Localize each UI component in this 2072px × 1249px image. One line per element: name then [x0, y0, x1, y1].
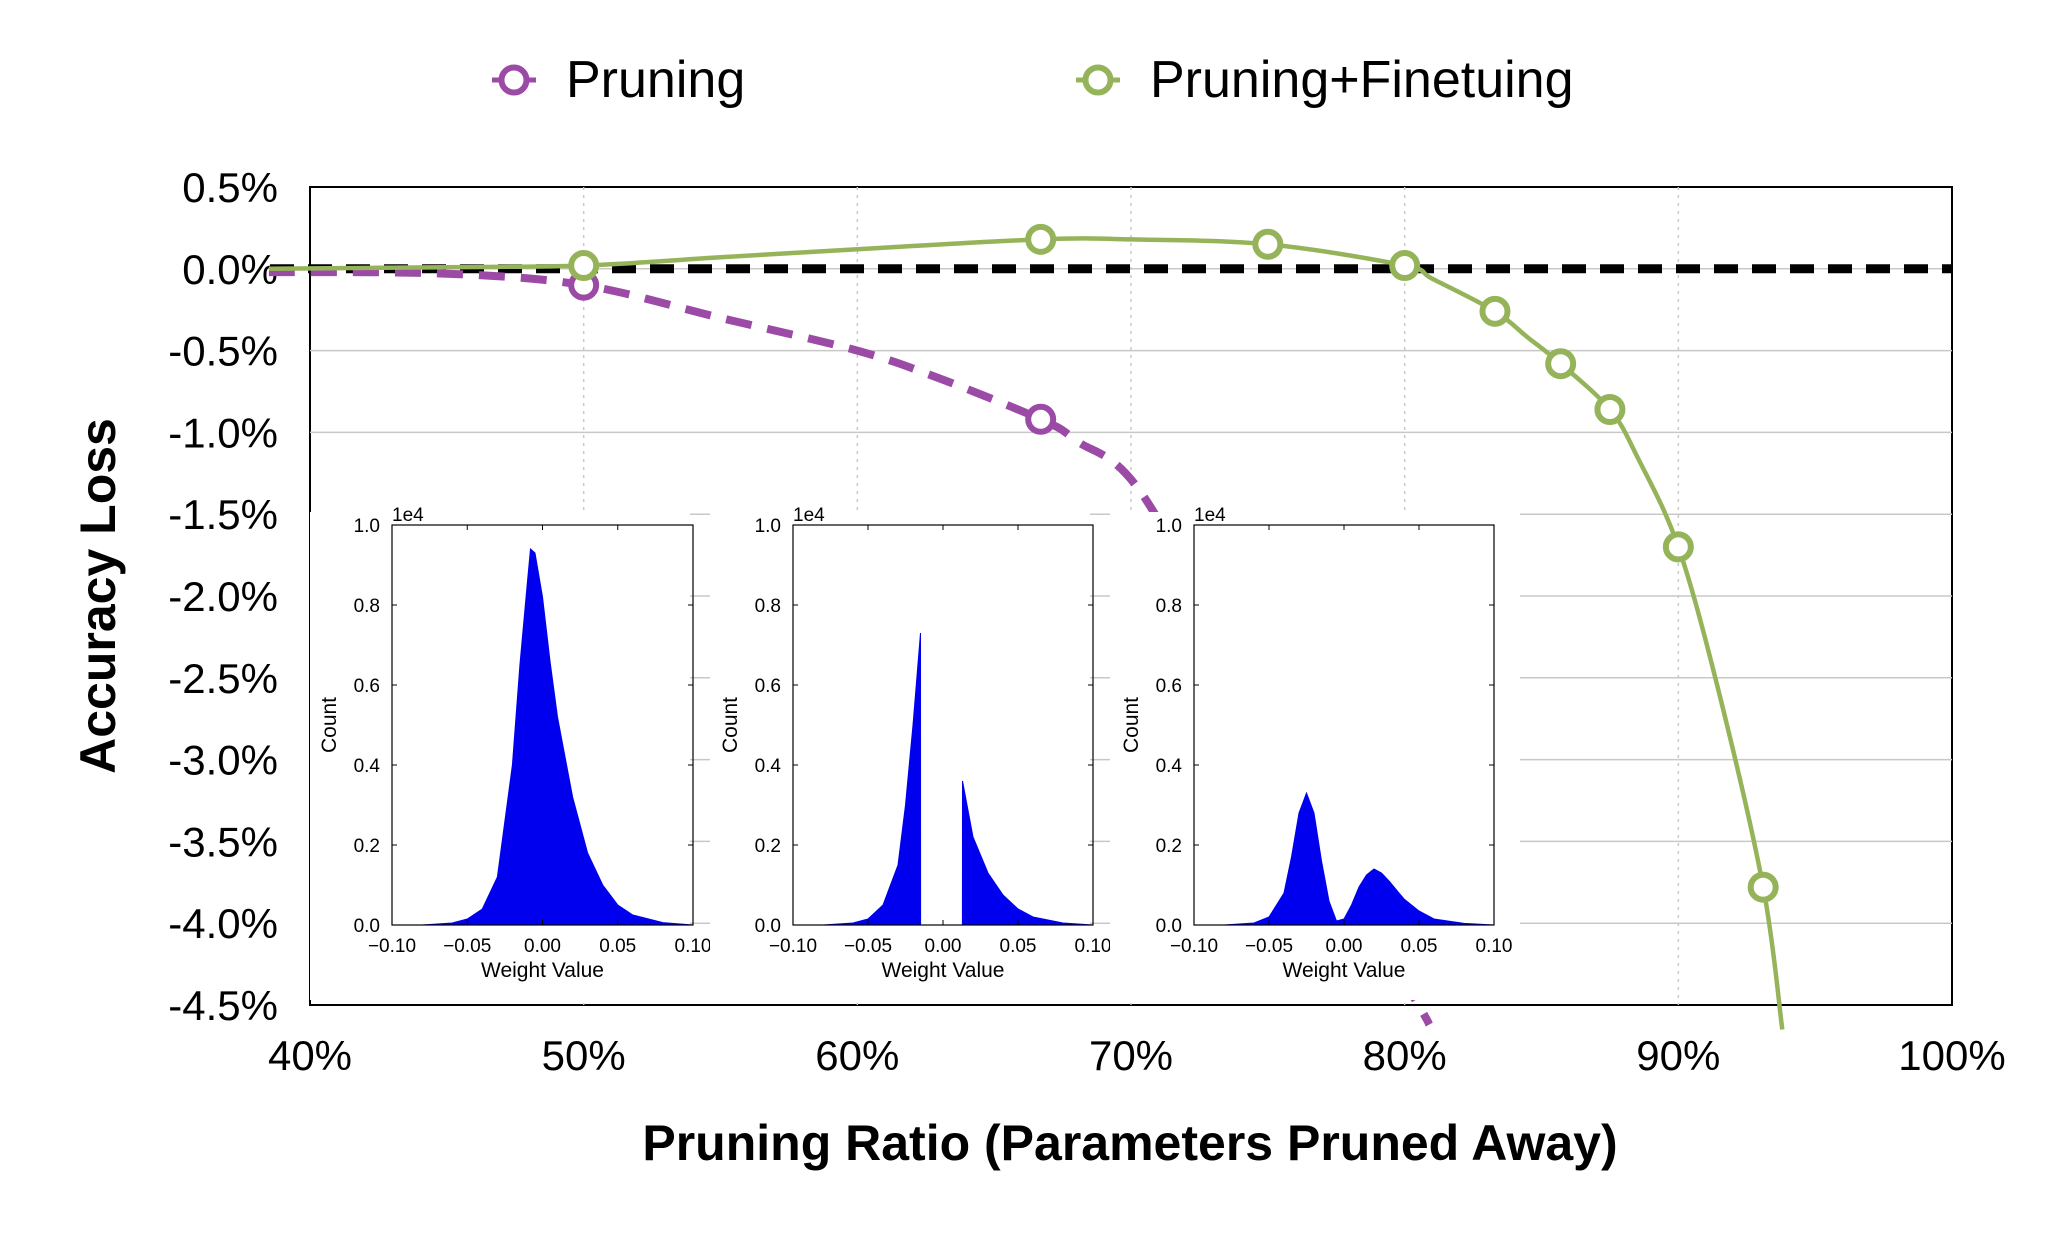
inset-x-tick-label: 0.00	[524, 936, 561, 957]
inset-x-axis-label: Weight Value	[481, 959, 604, 982]
inset-x-tick-label: 0.05	[599, 936, 636, 957]
inset-x-tick-label: −0.05	[443, 936, 491, 957]
data-point-pruning	[1025, 403, 1057, 435]
x-tick-label: 90%	[1636, 1032, 1720, 1079]
inset-y-tick-label: 0.6	[755, 676, 781, 697]
inset-exponent-label: 1e4	[1194, 505, 1226, 526]
inset-y-tick-label: 0.4	[1156, 756, 1183, 777]
inset-x-tick-label: 0.10	[1476, 936, 1513, 957]
x-tick-label: 100%	[1898, 1032, 2005, 1079]
inset-y-tick-label: 0.4	[755, 756, 782, 777]
inset-y-tick-label: 0.4	[354, 756, 381, 777]
inset-y-tick-label: 1.0	[354, 516, 380, 537]
legend-marker	[498, 64, 530, 96]
data-point-pruning-finetuning	[1594, 393, 1626, 425]
inset-y-tick-label: 1.0	[755, 516, 781, 537]
data-point-pruning-finetuning	[1252, 228, 1284, 260]
legend-item-pruning-finetuning: Pruning+Finetuing	[1076, 51, 1574, 109]
inset-y-axis-label: Count	[719, 697, 742, 753]
x-tick-label: 40%	[268, 1032, 352, 1079]
data-point-pruning-finetuning	[568, 250, 600, 282]
x-tick-labels: 40% 50% 60% 70% 80% 90% 100%	[268, 1032, 2006, 1079]
inset-histogram-1: −0.10 −0.05 0.00 0.05 0.10 0.0 0.2 0.4 0.6 0.8 1.0…	[310, 505, 711, 1000]
x-tick-label: 70%	[1089, 1032, 1173, 1079]
markers-pruning-finetuning	[568, 223, 1779, 903]
inset-y-tick-label: 0.0	[354, 916, 380, 937]
y-tick-label: -2.5%	[168, 655, 278, 702]
inset-x-tick-label: 0.00	[925, 936, 962, 957]
inset-x-tick-label: −0.05	[844, 936, 892, 957]
legend: Pruning Pruning+Finetuing	[492, 51, 1574, 109]
inset-x-tick-label: −0.10	[368, 936, 416, 957]
inset-exponent-label: 1e4	[392, 505, 424, 526]
inset-x-tick-label: 0.05	[1000, 936, 1037, 957]
inset-x-axis-label: Weight Value	[882, 959, 1005, 982]
legend-item-pruning: Pruning	[492, 51, 745, 109]
inset-y-tick-label: 0.8	[755, 596, 781, 617]
data-point-pruning-finetuning	[1025, 223, 1057, 255]
y-tick-label: -1.5%	[168, 491, 278, 538]
inset-y-tick-label: 0.2	[1156, 836, 1182, 857]
y-tick-label: -3.5%	[168, 818, 278, 865]
y-tick-label: 0.5%	[182, 164, 278, 211]
inset-x-tick-label: 0.00	[1326, 936, 1363, 957]
inset-y-tick-label: 0.6	[1156, 676, 1182, 697]
legend-label: Pruning+Finetuing	[1150, 51, 1574, 109]
inset-y-axis-label: Count	[1120, 697, 1143, 753]
data-point-pruning-finetuning	[1747, 871, 1779, 903]
inset-y-tick-label: 0.8	[1156, 596, 1182, 617]
histogram-bars	[1194, 791, 1495, 926]
inset-y-axis-label: Count	[318, 697, 341, 753]
y-tick-label: -3.0%	[168, 737, 278, 784]
inset-histogram-2: −0.10 −0.05 0.00 0.05 0.10 0.0 0.2 0.4 0.6 0.8 1.0…	[710, 505, 1111, 1000]
histogram-bars	[392, 547, 694, 926]
y-tick-label: -4.5%	[168, 982, 278, 1029]
inset-y-tick-label: 1.0	[1156, 516, 1182, 537]
inset-histogram-3: −0.10 −0.05 0.00 0.05 0.10 0.0 0.2 0.4 0.6 0.8 1.0…	[1110, 505, 1520, 1000]
series-line-pruning	[268, 268, 1433, 1027]
legend-label: Pruning	[566, 51, 745, 109]
y-tick-labels: 0.5% 0.0% -0.5% -1.0% -1.5% -2.0% -2.5% -3.0% -3…	[168, 164, 278, 1029]
data-point-pruning-finetuning	[1479, 295, 1511, 327]
inset-x-tick-label: −0.05	[1245, 936, 1293, 957]
series-pruning	[268, 268, 1433, 1027]
inset-x-axis-label: Weight Value	[1283, 959, 1406, 982]
inset-y-tick-label: 0.0	[755, 916, 781, 937]
inset-exponent-label: 1e4	[793, 505, 825, 526]
inset-y-tick-label: 0.6	[354, 676, 380, 697]
y-tick-label: -4.0%	[168, 900, 278, 947]
x-tick-label: 50%	[542, 1032, 626, 1079]
y-tick-label: 0.0%	[182, 246, 278, 293]
inset-x-tick-label: 0.10	[1075, 936, 1112, 957]
data-point-pruning-finetuning	[1662, 531, 1694, 563]
x-axis-title: Pruning Ratio (Parameters Pruned Away)	[642, 1115, 1617, 1171]
legend-marker	[1082, 64, 1114, 96]
y-tick-label: -1.0%	[168, 409, 278, 456]
y-tick-label: -2.0%	[168, 573, 278, 620]
inset-x-tick-label: 0.10	[675, 936, 712, 957]
inset-y-tick-label: 0.0	[1156, 916, 1182, 937]
inset-x-tick-label: 0.05	[1401, 936, 1438, 957]
x-tick-label: 60%	[815, 1032, 899, 1079]
inset-y-tick-label: 0.8	[354, 596, 380, 617]
data-point-pruning-finetuning	[1545, 348, 1577, 380]
y-tick-label: -0.5%	[168, 328, 278, 375]
y-axis-title: Accuracy Loss	[70, 418, 126, 774]
inset-y-tick-label: 0.2	[354, 836, 380, 857]
inset-x-tick-label: −0.10	[769, 936, 817, 957]
x-tick-label: 80%	[1363, 1032, 1447, 1079]
inset-x-tick-label: −0.10	[1170, 936, 1218, 957]
data-point-pruning-finetuning	[1389, 250, 1421, 282]
inset-y-tick-label: 0.2	[755, 836, 781, 857]
